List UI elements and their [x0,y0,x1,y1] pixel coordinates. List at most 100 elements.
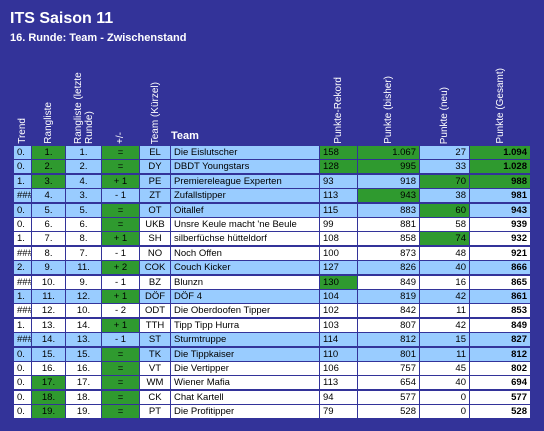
table-cell: 577 [358,390,419,404]
table-cell: 17. [32,376,65,390]
table-cell: 12. [66,290,101,303]
table-cell: 939 [470,218,530,231]
table-cell: TTH [140,318,170,332]
table-cell: = [102,362,139,375]
table-cell: 943 [358,189,419,203]
table-cell: 14. [66,318,101,332]
table-cell: ### [14,189,31,203]
table-cell: Oitallef [171,203,319,217]
table-cell: Die Oberdoofen Tipper [171,304,319,318]
column-header: Team (Kürzel) [140,58,170,144]
table-cell: 9. [66,275,101,289]
table-cell: 19. [32,405,65,419]
column-header: Punkte (neu) [420,58,469,144]
table-cell: UKB [140,218,170,231]
table-cell: 812 [470,347,530,361]
column-header-text: Rangliste (letzte Runde) [72,72,95,144]
table-cell: 158 [320,146,357,159]
table-cell: 6. [32,218,65,231]
table-cell: 866 [470,261,530,275]
table-cell: silberfüchse hütteldorf [171,232,319,246]
table-cell: 1. [14,174,31,188]
table-cell: ### [14,275,31,289]
table-cell: DÖF 4 [171,290,319,303]
table-cell: Sturmtruppe [171,333,319,347]
table-cell: 48 [420,246,469,260]
table-cell: Die Vertipper [171,362,319,375]
table-cell: = [102,218,139,231]
table-cell: NO [140,246,170,260]
table-cell: DÖF [140,290,170,303]
table-cell: 842 [358,304,419,318]
table-cell: 15. [66,347,101,361]
table-cell: + 2 [102,261,139,275]
table-cell: + 1 [102,174,139,188]
table-cell: 1. [66,146,101,159]
table-cell: 3. [66,189,101,203]
table-cell: = [102,376,139,390]
table-cell: 3. [32,174,65,188]
table-cell: 849 [470,318,530,332]
table-cell: 0. [14,376,31,390]
table-cell: Wiener Mafia [171,376,319,390]
table-cell: 16 [420,275,469,289]
column-header: +/- [102,58,139,144]
table-cell: 853 [470,304,530,318]
table-cell: 113 [320,189,357,203]
table-cell: - 1 [102,189,139,203]
table-cell: 13. [66,333,101,347]
table-cell: = [102,146,139,159]
table-cell: 19. [66,405,101,419]
table-cell: 11 [420,347,469,361]
table-cell: + 1 [102,232,139,246]
table-cell: 6. [66,218,101,231]
table-cell: 1.028 [470,160,530,174]
table-cell: 0. [14,347,31,361]
table-cell: 1. [14,290,31,303]
table-cell: 15. [32,347,65,361]
table-cell: 113 [320,376,357,390]
table-cell: 5. [66,203,101,217]
table-cell: 18. [32,390,65,404]
table-cell: 802 [470,362,530,375]
table-cell: 16. [66,362,101,375]
table-cell: 577 [470,390,530,404]
table-cell: 13. [32,318,65,332]
table-cell: 40 [420,261,469,275]
table-cell: 130 [320,275,357,289]
table-cell: 801 [358,347,419,361]
table-cell: ZT [140,189,170,203]
column-header-text: Trend [17,118,28,144]
table-cell: Couch Kicker [171,261,319,275]
table-cell: 4. [32,189,65,203]
table-cell: 79 [320,405,357,419]
table-cell: WM [140,376,170,390]
table-cell: 861 [470,290,530,303]
column-header: Rangliste (letzte Runde) [66,58,101,144]
table-cell: Die Tippkaiser [171,347,319,361]
table-cell: Tipp Tipp Hurra [171,318,319,332]
table-cell: 115 [320,203,357,217]
table-cell: 0. [14,160,31,174]
table-cell: 58 [420,218,469,231]
table-cell: 943 [470,203,530,217]
table-cell: 0. [14,405,31,419]
table-cell: PE [140,174,170,188]
table-cell: 40 [420,376,469,390]
table-cell: 1.094 [470,146,530,159]
table-cell: 981 [470,189,530,203]
table-cell: 127 [320,261,357,275]
table-cell: 757 [358,362,419,375]
table-cell: 2. [14,261,31,275]
table-cell: VT [140,362,170,375]
table-cell: 103 [320,318,357,332]
table-cell: TK [140,347,170,361]
table-cell: - 2 [102,304,139,318]
column-header-text: Team [171,130,199,142]
table-cell: 7. [32,232,65,246]
table-cell: ODT [140,304,170,318]
table-cell: 17. [66,376,101,390]
column-header: Punkte (Gesamt) [470,58,530,144]
column-header-text: Punkte (Gesamt) [494,68,506,144]
